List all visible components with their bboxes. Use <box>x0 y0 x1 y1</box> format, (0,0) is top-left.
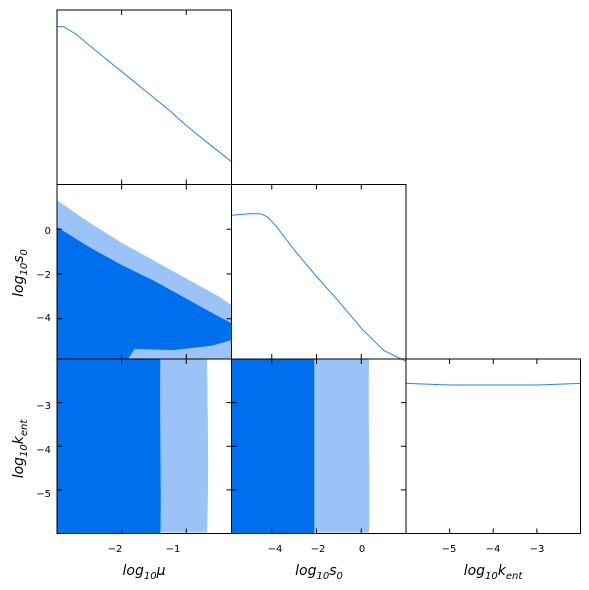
panel-frame-1-1 <box>231 184 407 360</box>
tick-label-x-s0-1: −2 <box>311 544 326 555</box>
contour-inner-mu-kent <box>57 359 161 534</box>
tick-label-y-s0-1: −2 <box>36 270 51 281</box>
tick-label-x-s0-2: 0 <box>359 544 365 555</box>
x-axis-label-kent: log10kent <box>464 563 524 582</box>
marginal-line-log10mu <box>57 26 232 163</box>
x-axis-label-mu: log10μ <box>123 563 166 582</box>
tick-label-x-kent-2: −3 <box>530 544 545 555</box>
y-axis-label-kent: log10kent <box>11 419 30 479</box>
tick-label-y-kent-0: −3 <box>36 401 51 412</box>
marginal-layer <box>57 26 581 386</box>
tick-label-y-s0-2: −4 <box>36 313 51 324</box>
marginal-line-log10kent <box>405 382 581 386</box>
x-axis-label-s0: log10s0 <box>295 563 343 582</box>
tick-label-y-kent-2: −5 <box>36 489 51 500</box>
tick-label-x-mu-1: −1 <box>166 544 181 555</box>
contour-inner-mu-s0 <box>57 227 232 359</box>
tick-label-x-kent-1: −4 <box>486 544 501 555</box>
tick-label-x-kent-0: −5 <box>442 544 457 555</box>
tick-label-y-kent-1: −4 <box>36 445 51 456</box>
y-axis-label-s0: log10s0 <box>11 249 30 297</box>
tick-label-x-s0-0: −4 <box>268 544 283 555</box>
contour-inner-s0-kent <box>231 359 315 534</box>
tick-layer <box>57 10 538 534</box>
panel-frame-0-0 <box>56 9 232 185</box>
contour-layer <box>57 200 370 534</box>
tick-label-y-s0-0: 0 <box>45 226 51 237</box>
tick-label-x-mu-0: −2 <box>108 544 123 555</box>
marginal-line-log10s0 <box>231 213 407 362</box>
